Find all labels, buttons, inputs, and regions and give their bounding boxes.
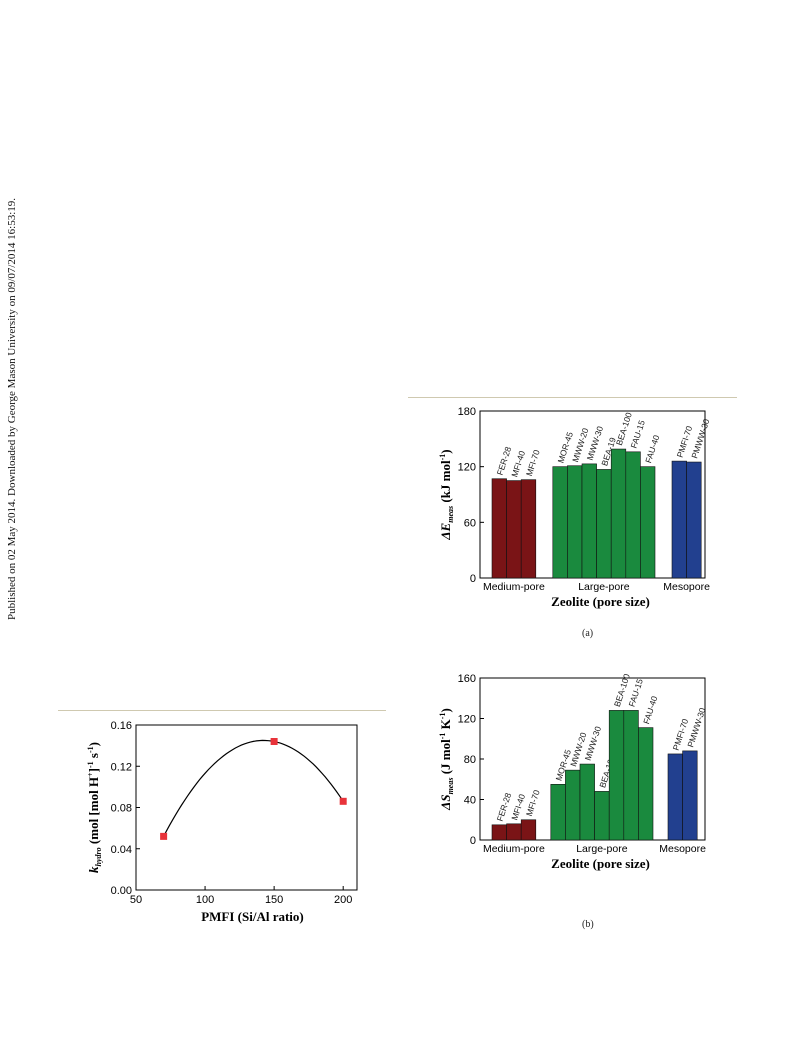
x-tick-label: 200 (334, 894, 352, 906)
y-tick-label: 0.12 (111, 761, 132, 773)
group-label: Large-pore (578, 581, 630, 593)
separator-rule-left (58, 710, 386, 711)
y-tick-label: 120 (458, 714, 476, 726)
x-tick-label: 50 (130, 894, 142, 906)
x-axis-title: Zeolite (pore size) (551, 594, 650, 609)
caption-a: (a) (582, 628, 594, 639)
y-tick-label: 160 (458, 673, 476, 685)
y-tick-label: 0.00 (111, 885, 132, 897)
x-axis-title: Zeolite (pore size) (551, 856, 650, 871)
y-tick-label: 180 (458, 406, 476, 418)
bar-fau-40 (640, 466, 656, 579)
group-label: Medium-pore (483, 581, 545, 593)
y-axis-title: ΔEmeas (kJ mol-1) (438, 449, 455, 540)
data-point (270, 738, 278, 745)
plot-frame (135, 724, 358, 891)
group-label: Medium-pore (483, 843, 545, 855)
data-point (160, 832, 168, 840)
separator-rule-right (408, 397, 737, 398)
y-tick-label: 80 (464, 754, 476, 766)
y-axis-title: khydro (mol [mol H+]-1 s-1) (86, 742, 103, 873)
caption-b: (b) (582, 919, 594, 930)
y-tick-label: 0.08 (111, 803, 132, 815)
bar-pmww-30 (682, 750, 698, 841)
data-point (339, 797, 347, 805)
bar-mfi-70 (520, 479, 537, 579)
x-axis-title: PMFI (Si/Al ratio) (201, 909, 304, 924)
group-label: Mesopore (663, 581, 710, 593)
y-tick-label: 60 (464, 517, 476, 529)
y-axis-title: ΔSmeas (J mol-1 K-1) (438, 708, 455, 811)
bar-fau-40 (638, 727, 654, 841)
y-tick-label: 0 (470, 835, 476, 847)
y-tick-label: 40 (464, 795, 476, 807)
fit-curve (163, 739, 344, 837)
x-tick-label: 100 (196, 894, 214, 906)
y-tick-label: 0.16 (111, 720, 132, 732)
y-tick-label: 0.04 (111, 844, 132, 856)
bar-mfi-70 (520, 819, 537, 841)
x-tick-label: 150 (265, 894, 283, 906)
bar-pmww-30 (686, 461, 702, 579)
group-label: Large-pore (576, 843, 628, 855)
y-tick-label: 120 (458, 462, 476, 474)
y-tick-label: 0 (470, 573, 476, 585)
group-label: Mesopore (659, 843, 706, 855)
